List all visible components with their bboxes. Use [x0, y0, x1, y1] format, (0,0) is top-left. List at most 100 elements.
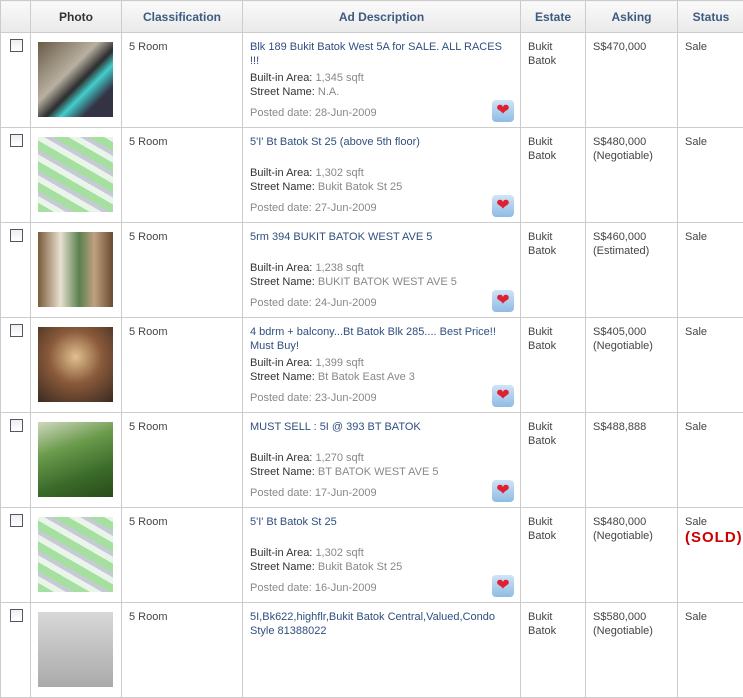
photo-cell [31, 508, 122, 603]
row-checkbox[interactable] [10, 609, 23, 622]
heart-favorite-icon[interactable]: ❤ [492, 195, 514, 217]
select-cell [1, 413, 31, 508]
table-row: 5 Room Blk 189 Bukit Batok West 5A for S… [1, 33, 743, 128]
asking: S$480,000(Negotiable) [586, 508, 678, 603]
status-text: Sale [685, 230, 738, 244]
area-value: 1,345 sqft [315, 72, 363, 84]
area-value: 1,238 sqft [315, 262, 363, 274]
header-estate[interactable]: Estate [521, 1, 586, 33]
row-checkbox[interactable] [10, 324, 23, 337]
street-value: BT BATOK WEST AVE 5 [318, 466, 439, 478]
listing-photo[interactable] [38, 612, 113, 687]
select-cell [1, 128, 31, 223]
row-checkbox[interactable] [10, 229, 23, 242]
area-value: 1,270 sqft [315, 452, 363, 464]
classification: 5 Room [122, 603, 243, 698]
status: Sale [678, 413, 743, 508]
table-row: 5 Room 5'I' Bt Batok St 25 (above 5th fl… [1, 128, 743, 223]
street-label: Street Name: [250, 561, 315, 573]
select-cell [1, 223, 31, 318]
row-checkbox[interactable] [10, 39, 23, 52]
status-text: Sale [685, 325, 738, 339]
listing-photo[interactable] [38, 517, 113, 592]
row-checkbox[interactable] [10, 514, 23, 527]
asking-price: S$460,000 [593, 230, 671, 244]
asking-price: S$480,000 [593, 135, 671, 149]
street-value: Bukit Batok St 25 [318, 181, 402, 193]
header-asking[interactable]: Asking [586, 1, 678, 33]
asking-note: (Negotiable) [593, 149, 671, 163]
sold-badge: (SOLD) [685, 531, 738, 545]
header-classification[interactable]: Classification [122, 1, 243, 33]
photo-cell [31, 128, 122, 223]
asking: S$460,000(Estimated) [586, 223, 678, 318]
status: Sale [678, 223, 743, 318]
street-value: Bt Batok East Ave 3 [318, 371, 415, 383]
ad-title-link[interactable]: MUST SELL : 5I @ 393 BT BATOK [250, 420, 514, 448]
header-ad-description[interactable]: Ad Description [243, 1, 521, 33]
heart-favorite-icon[interactable]: ❤ [492, 480, 514, 502]
header-select [1, 1, 31, 33]
select-cell [1, 603, 31, 698]
row-checkbox[interactable] [10, 134, 23, 147]
ad-description: MUST SELL : 5I @ 393 BT BATOK Built-in A… [243, 413, 521, 508]
asking-note: (Negotiable) [593, 529, 671, 543]
listing-photo[interactable] [38, 422, 113, 497]
photo-cell [31, 603, 122, 698]
ad-title-link[interactable]: Blk 189 Bukit Batok West 5A for SALE. AL… [250, 40, 514, 68]
photo-cell [31, 318, 122, 413]
status: Sale [678, 318, 743, 413]
area-value: 1,302 sqft [315, 167, 363, 179]
area-label: Built-in Area: [250, 72, 312, 84]
ad-description: 5I,Bk622,highflr,Bukit Batok Central,Val… [243, 603, 521, 698]
listing-photo[interactable] [38, 137, 113, 212]
street-value: BUKIT BATOK WEST AVE 5 [318, 276, 457, 288]
status-text: Sale [685, 40, 738, 54]
ad-title-link[interactable]: 5I,Bk622,highflr,Bukit Batok Central,Val… [250, 610, 514, 638]
ad-title-link[interactable]: 5'I' Bt Batok St 25 [250, 515, 514, 543]
asking-price: S$580,000 [593, 610, 671, 624]
posted-date: Posted date: 23-Jun-2009 [250, 391, 514, 405]
listing-photo[interactable] [38, 42, 113, 117]
heart-favorite-icon[interactable]: ❤ [492, 385, 514, 407]
status: Sale [678, 128, 743, 223]
classification: 5 Room [122, 508, 243, 603]
asking-price: S$488,888 [593, 420, 671, 434]
listing-photo[interactable] [38, 232, 113, 307]
heart-favorite-icon[interactable]: ❤ [492, 100, 514, 122]
ad-title-link[interactable]: 5rm 394 BUKIT BATOK WEST AVE 5 [250, 230, 514, 258]
area-label: Built-in Area: [250, 547, 312, 559]
row-checkbox[interactable] [10, 419, 23, 432]
street-label: Street Name: [250, 86, 315, 98]
ad-title-link[interactable]: 4 bdrm + balcony...Bt Batok Blk 285.... … [250, 325, 514, 353]
area-value: 1,399 sqft [315, 357, 363, 369]
header-status[interactable]: Status [678, 1, 743, 33]
estate: Bukit Batok [521, 223, 586, 318]
street-value: N.A. [318, 86, 339, 98]
status: Sale [678, 33, 743, 128]
listing-photo[interactable] [38, 327, 113, 402]
status: Sale [678, 603, 743, 698]
status: Sale (SOLD) [678, 508, 743, 603]
table-row: 5 Room 5'I' Bt Batok St 25 Built-in Area… [1, 508, 743, 603]
estate: Bukit Batok [521, 128, 586, 223]
asking: S$405,000(Negotiable) [586, 318, 678, 413]
asking-price: S$405,000 [593, 325, 671, 339]
estate: Bukit Batok [521, 508, 586, 603]
status-text: Sale [685, 515, 738, 529]
asking: S$488,888 [586, 413, 678, 508]
heart-favorite-icon[interactable]: ❤ [492, 575, 514, 597]
ad-description: 5rm 394 BUKIT BATOK WEST AVE 5 Built-in … [243, 223, 521, 318]
table-row: 5 Room 5I,Bk622,highflr,Bukit Batok Cent… [1, 603, 743, 698]
asking: S$480,000(Negotiable) [586, 128, 678, 223]
heart-favorite-icon[interactable]: ❤ [492, 290, 514, 312]
street-label: Street Name: [250, 371, 315, 383]
status-text: Sale [685, 610, 738, 624]
ad-description: Blk 189 Bukit Batok West 5A for SALE. AL… [243, 33, 521, 128]
ad-description: 4 bdrm + balcony...Bt Batok Blk 285.... … [243, 318, 521, 413]
street-value: Bukit Batok St 25 [318, 561, 402, 573]
asking-price: S$470,000 [593, 40, 671, 54]
ad-description: 5'I' Bt Batok St 25 Built-in Area: 1,302… [243, 508, 521, 603]
ad-title-link[interactable]: 5'I' Bt Batok St 25 (above 5th floor) [250, 135, 514, 163]
